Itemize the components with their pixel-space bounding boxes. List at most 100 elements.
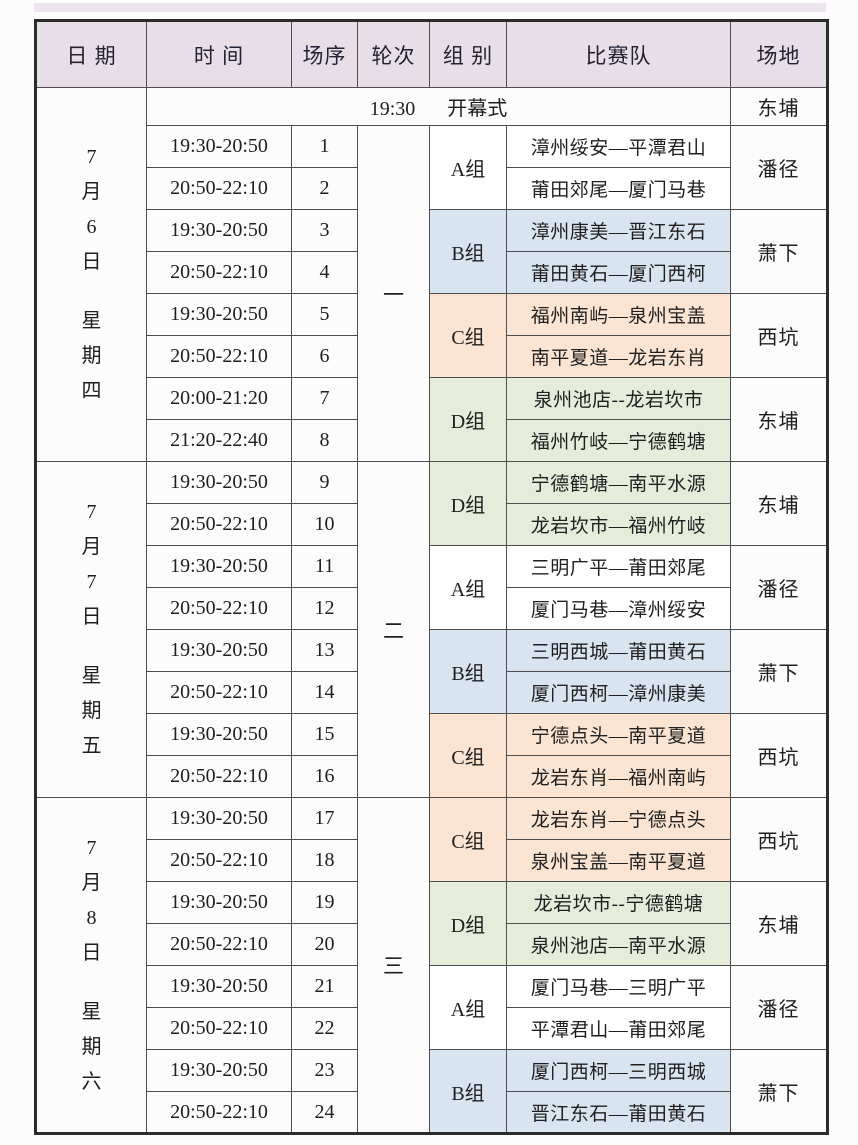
time-cell: 19:30-20:50 [146,797,292,840]
match-row: 20:50-22:10 10 龙岩坎市—福州竹岐 [36,503,828,546]
time-cell: 19:30-20:50 [146,965,292,1008]
teams-cell: 厦门马巷—三明广平 [506,965,731,1008]
group-cell: B组 [429,209,507,294]
teams-cell: 三明西城—莆田黄石 [506,629,731,672]
seq-cell: 18 [291,839,358,882]
seq-cell: 6 [291,335,358,378]
group-cell: C组 [429,293,507,378]
teams-cell: 南平夏道—龙岩东肖 [506,335,731,378]
date-char: 6 [86,216,97,238]
match-row: 7 月 7 日星期五 19:30-20:50 9 二 D组 宁德鹤塘—南平水源 东埔 [35,461,828,798]
date-text: 7 月 7 日 [37,495,146,635]
seq-cell: 22 [291,1007,358,1050]
seq-cell: 23 [291,1049,358,1092]
date-char: 期 [81,700,102,722]
venue-cell: 潘径 [730,125,828,210]
venue-cell: 东埔 [730,377,828,462]
group-cell: C组 [429,797,507,882]
time-cell: 20:50-22:10 [146,923,292,966]
venue-cell: 萧下 [730,209,828,294]
venue-cell: 潘径 [730,545,828,630]
time-cell: 20:50-22:10 [146,587,292,630]
group-cell: C组 [429,713,507,798]
match-row: 20:50-22:10 20 泉州池店—南平水源 [36,923,828,966]
seq-cell: 13 [291,629,358,672]
round-cell: 二 [357,461,430,798]
teams-cell: 龙岩东肖—福州南屿 [506,755,731,798]
match-row: 19:30-20:50 23 B组 厦门西柯—三明西城 萧下 [36,1049,828,1134]
round-cell: 三 [357,797,430,1134]
teams-cell: 宁德点头—南平夏道 [506,713,731,756]
time-cell: 20:50-22:10 [146,335,292,378]
teams-cell: 晋江东石—莆田黄石 [506,1091,731,1134]
seq-cell: 7 [291,377,358,420]
teams-cell: 莆田郊尾—厦门马巷 [506,167,731,210]
seq-cell: 9 [291,461,358,504]
date-cell-day1: 7 月 6 日星期四 [35,87,147,462]
teams-cell: 宁德鹤塘—南平水源 [506,461,731,504]
venue-cell: 西坑 [730,293,828,378]
teams-cell: 泉州池店--龙岩坎市 [506,377,731,420]
seq-cell: 8 [291,419,358,462]
venue-cell: 西坑 [730,797,828,882]
seq-cell: 20 [291,923,358,966]
header-row: 日 期 时 间 场序 轮次 组 别 比赛队 场地 [35,20,828,88]
opening-ceremony-cell: 19:30 开幕式 [146,87,731,126]
teams-cell: 厦门西柯—漳州康美 [506,671,731,714]
venue-cell: 东埔 [730,461,828,546]
match-row: 20:00-21:20 7 D组 泉州池店--龙岩坎市 东埔 [36,377,828,462]
date-char: 日 [81,251,102,273]
date-char: 日 [81,941,102,964]
teams-cell: 福州南屿—泉州宝盖 [506,293,731,336]
header-date: 日 期 [35,20,147,88]
date-cell-day2: 7 月 7 日星期五 [35,461,147,798]
weekday-text: 星期六 [37,995,146,1100]
group-cell: A组 [429,965,507,1050]
time-cell: 21:20-22:40 [146,419,292,462]
group-cell: A组 [429,125,507,210]
date-char: 期 [81,1035,102,1058]
group-cell: B组 [429,1049,507,1134]
date-char: 星 [81,310,102,332]
teams-cell: 泉州池店—南平水源 [506,923,731,966]
weekday-text: 星期四 [37,304,146,409]
time-cell: 19:30-20:50 [146,713,292,756]
teams-cell: 福州竹岐—宁德鹤塘 [506,419,731,462]
teams-cell: 泉州宝盖—南平夏道 [506,839,731,882]
date-char: 日 [81,606,102,628]
venue-cell: 东埔 [730,881,828,966]
opening-label: 开幕式 [447,98,508,120]
match-schedule-table: 日 期 时 间 场序 轮次 组 别 比赛队 场地 7 月 6 日星期四 19:30 开幕式… [34,19,829,1135]
match-row: 20:50-22:10 12 厦门马巷—漳州绥安 [36,587,828,630]
date-text: 7 月 6 日 [37,140,146,280]
venue-cell: 潘径 [730,965,828,1050]
match-row: 19:30-20:50 11 A组 三明广平—莆田郊尾 潘径 [36,545,828,630]
time-cell: 19:30-20:50 [146,293,292,336]
seq-cell: 4 [291,251,358,294]
group-cell: D组 [429,881,507,966]
time-cell: 19:30-20:50 [146,125,292,168]
time-cell: 19:30-20:50 [146,881,292,924]
teams-cell: 龙岩东肖—宁德点头 [506,797,731,840]
venue-cell: 萧下 [730,629,828,714]
time-cell: 19:30-20:50 [146,1049,292,1092]
seq-cell: 11 [291,545,358,588]
group-cell: D组 [429,461,507,546]
time-cell: 19:30-20:50 [146,461,292,504]
seq-cell: 3 [291,209,358,252]
date-char: 7 [86,571,97,593]
time-cell: 19:30-20:50 [146,209,292,252]
time-cell: 20:50-22:10 [146,167,292,210]
time-cell: 20:50-22:10 [146,1091,292,1134]
teams-cell: 厦门西柯—三明西城 [506,1049,731,1092]
date-char: 7 [86,836,97,859]
date-char: 7 [86,501,97,523]
teams-cell: 莆田黄石—厦门西柯 [506,251,731,294]
header-time: 时 间 [146,20,292,88]
date-char: 星 [81,1000,102,1023]
match-row: 19:30-20:50 15 C组 宁德点头—南平夏道 西坑 [36,713,828,798]
date-char: 四 [81,380,102,402]
seq-cell: 2 [291,167,358,210]
match-row: 21:20-22:40 8 福州竹岐—宁德鹤塘 [36,419,828,462]
weekday-text: 星期五 [37,659,146,764]
